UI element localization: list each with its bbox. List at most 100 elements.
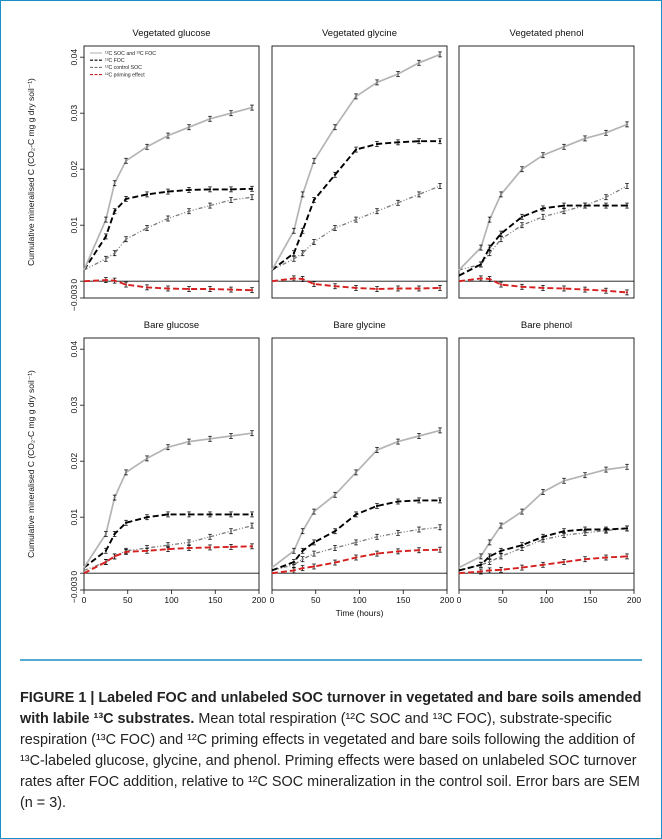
data-point xyxy=(166,217,170,220)
data-point xyxy=(541,215,545,218)
data-point xyxy=(583,474,587,477)
x-tick-label: 0 xyxy=(82,595,87,605)
data-point xyxy=(354,148,358,151)
data-point xyxy=(145,457,149,460)
series-line xyxy=(458,465,628,569)
data-point xyxy=(250,513,254,516)
data-point xyxy=(124,238,128,241)
data-point xyxy=(229,434,233,438)
data-point xyxy=(229,513,233,516)
data-point xyxy=(438,286,442,290)
series-line xyxy=(83,279,253,292)
series-line xyxy=(458,277,628,294)
data-point xyxy=(562,534,566,537)
data-point xyxy=(104,549,107,552)
y-tick-label: 0.04 xyxy=(69,341,79,358)
x-tick-label: 150 xyxy=(396,595,410,605)
data-point xyxy=(187,287,191,291)
data-point xyxy=(375,210,379,213)
data-point xyxy=(479,563,482,566)
data-point xyxy=(488,541,491,544)
y-tick-label: −0.003 xyxy=(69,577,79,604)
series-line xyxy=(271,429,441,569)
data-point xyxy=(499,283,503,286)
data-point xyxy=(208,546,212,549)
panel-frame xyxy=(271,337,448,591)
data-point xyxy=(208,117,212,120)
panel-frame xyxy=(458,45,635,299)
data-point xyxy=(438,53,442,56)
data-point xyxy=(488,555,491,558)
data-point xyxy=(333,561,337,564)
y-tick-label: 0.02 xyxy=(69,453,79,470)
y-tick-label: 0.03 xyxy=(69,105,79,122)
data-point xyxy=(438,548,442,551)
figure-caption: FIGURE 1 | Labeled FOC and unlabeled SOC… xyxy=(20,688,648,814)
data-point xyxy=(229,188,233,191)
panel-frame xyxy=(83,337,260,591)
data-point xyxy=(292,257,295,260)
data-point xyxy=(333,546,337,550)
data-point xyxy=(417,61,421,64)
x-tick-label: 50 xyxy=(498,595,508,605)
data-point xyxy=(499,555,503,558)
data-point xyxy=(499,232,503,235)
data-point xyxy=(583,558,587,561)
x-tick-label: 0 xyxy=(270,595,275,605)
x-tick-label: 100 xyxy=(539,595,553,605)
data-point xyxy=(208,287,212,291)
data-point xyxy=(583,528,587,531)
data-point xyxy=(479,555,482,558)
panel-title: Bare glucose xyxy=(144,320,199,331)
data-point xyxy=(499,193,503,196)
data-point xyxy=(104,560,107,564)
data-point xyxy=(292,277,295,280)
panel-frame xyxy=(83,45,260,299)
data-point xyxy=(250,289,254,292)
data-point xyxy=(396,440,400,443)
data-point xyxy=(113,555,116,558)
y-tick-label: 0.01 xyxy=(69,509,79,526)
data-point xyxy=(145,549,149,552)
panel-title: Vegetated glucose xyxy=(132,28,210,39)
data-point xyxy=(520,285,524,288)
x-tick-label: 100 xyxy=(352,595,366,605)
data-point xyxy=(292,569,295,572)
data-point xyxy=(104,218,107,221)
data-point xyxy=(301,252,304,255)
data-point xyxy=(312,565,316,568)
data-point xyxy=(625,527,629,530)
data-point xyxy=(354,471,358,474)
data-point xyxy=(145,516,149,519)
data-point xyxy=(417,549,421,552)
data-point xyxy=(520,566,524,569)
data-point xyxy=(124,283,128,286)
data-point xyxy=(520,544,524,547)
series-line xyxy=(458,185,628,271)
data-point xyxy=(301,558,304,561)
series-line xyxy=(458,527,628,572)
legend-label: ¹²C control SOC xyxy=(105,65,142,71)
data-point xyxy=(625,204,629,207)
data-point xyxy=(208,204,212,207)
data-point xyxy=(333,226,337,230)
data-point xyxy=(604,131,608,134)
data-point xyxy=(301,530,304,533)
data-point xyxy=(562,204,566,207)
data-point xyxy=(583,204,587,207)
legend-label: ¹²C priming effect xyxy=(105,72,145,78)
data-point xyxy=(312,198,316,202)
data-point xyxy=(166,544,170,547)
data-point xyxy=(250,106,254,109)
data-point xyxy=(438,499,442,502)
data-point xyxy=(145,145,149,148)
data-point xyxy=(312,240,316,244)
figure-panels: Vegetated glucose−0.00300.010.020.030.04… xyxy=(20,28,642,661)
x-tick-label: 100 xyxy=(164,595,178,605)
data-point xyxy=(208,437,212,440)
data-point xyxy=(499,549,503,552)
series-line xyxy=(271,548,441,575)
panel-title: Bare glycine xyxy=(333,320,385,331)
data-point xyxy=(166,134,170,137)
data-point xyxy=(604,204,608,207)
